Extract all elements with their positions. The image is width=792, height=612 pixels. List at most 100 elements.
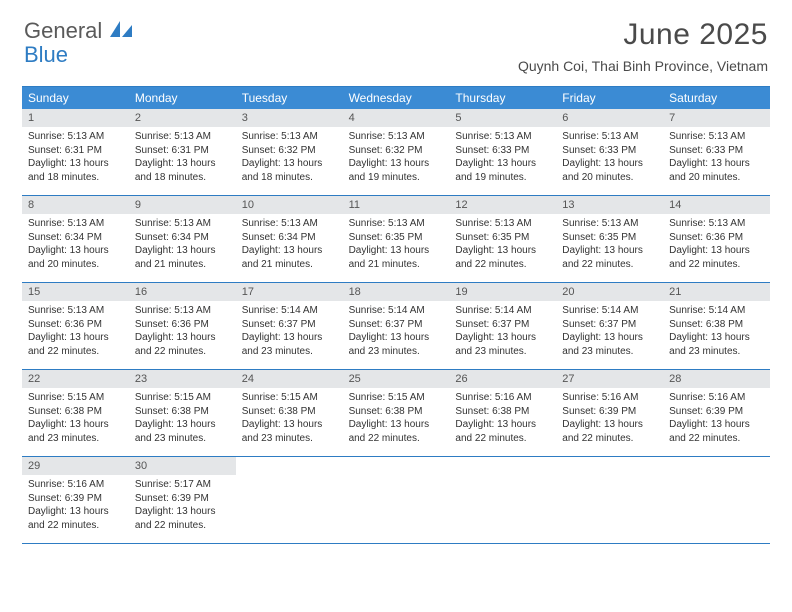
day-cell: 12Sunrise: 5:13 AMSunset: 6:35 PMDayligh… — [449, 196, 556, 282]
day-cell: 2Sunrise: 5:13 AMSunset: 6:31 PMDaylight… — [129, 109, 236, 195]
day-number: 23 — [129, 370, 236, 388]
logo-text-general: General — [24, 18, 102, 44]
day-sunset: Sunset: 6:39 PM — [669, 405, 764, 419]
logo: General — [24, 18, 136, 44]
day-daylight2: and 20 minutes. — [669, 171, 764, 185]
day-daylight2: and 20 minutes. — [562, 171, 657, 185]
day-sunset: Sunset: 6:32 PM — [349, 144, 444, 158]
day-sunset: Sunset: 6:35 PM — [349, 231, 444, 245]
day-cell: 9Sunrise: 5:13 AMSunset: 6:34 PMDaylight… — [129, 196, 236, 282]
calendar: Sunday Monday Tuesday Wednesday Thursday… — [22, 86, 770, 544]
day-daylight2: and 23 minutes. — [562, 345, 657, 359]
week-row: 22Sunrise: 5:15 AMSunset: 6:38 PMDayligh… — [22, 370, 770, 457]
day-sunrise: Sunrise: 5:15 AM — [349, 391, 444, 405]
day-cell: 16Sunrise: 5:13 AMSunset: 6:36 PMDayligh… — [129, 283, 236, 369]
day-cell: 11Sunrise: 5:13 AMSunset: 6:35 PMDayligh… — [343, 196, 450, 282]
day-sunrise: Sunrise: 5:15 AM — [28, 391, 123, 405]
day-sunrise: Sunrise: 5:13 AM — [242, 130, 337, 144]
day-sunset: Sunset: 6:37 PM — [349, 318, 444, 332]
day-number: 8 — [22, 196, 129, 214]
day-body: Sunrise: 5:16 AMSunset: 6:38 PMDaylight:… — [449, 388, 556, 449]
day-sunrise: Sunrise: 5:13 AM — [669, 217, 764, 231]
day-body: Sunrise: 5:13 AMSunset: 6:35 PMDaylight:… — [343, 214, 450, 275]
day-cell: 28Sunrise: 5:16 AMSunset: 6:39 PMDayligh… — [663, 370, 770, 456]
day-cell: 18Sunrise: 5:14 AMSunset: 6:37 PMDayligh… — [343, 283, 450, 369]
day-daylight1: Daylight: 13 hours — [669, 418, 764, 432]
day-sunset: Sunset: 6:33 PM — [669, 144, 764, 158]
day-sunset: Sunset: 6:35 PM — [455, 231, 550, 245]
day-daylight1: Daylight: 13 hours — [455, 157, 550, 171]
day-cell: 3Sunrise: 5:13 AMSunset: 6:32 PMDaylight… — [236, 109, 343, 195]
day-sunset: Sunset: 6:38 PM — [455, 405, 550, 419]
day-daylight1: Daylight: 13 hours — [562, 157, 657, 171]
day-daylight1: Daylight: 13 hours — [135, 157, 230, 171]
day-daylight2: and 22 minutes. — [669, 258, 764, 272]
day-header-monday: Monday — [129, 87, 236, 109]
day-number: 24 — [236, 370, 343, 388]
day-cell: 15Sunrise: 5:13 AMSunset: 6:36 PMDayligh… — [22, 283, 129, 369]
day-sunrise: Sunrise: 5:13 AM — [562, 217, 657, 231]
day-number: 15 — [22, 283, 129, 301]
day-cell: 24Sunrise: 5:15 AMSunset: 6:38 PMDayligh… — [236, 370, 343, 456]
day-daylight2: and 19 minutes. — [349, 171, 444, 185]
day-daylight2: and 22 minutes. — [455, 258, 550, 272]
day-sunset: Sunset: 6:38 PM — [28, 405, 123, 419]
day-sunrise: Sunrise: 5:13 AM — [349, 217, 444, 231]
month-title: June 2025 — [518, 18, 768, 52]
day-sunset: Sunset: 6:31 PM — [28, 144, 123, 158]
day-daylight2: and 22 minutes. — [669, 432, 764, 446]
day-daylight1: Daylight: 13 hours — [28, 157, 123, 171]
day-sunrise: Sunrise: 5:15 AM — [242, 391, 337, 405]
day-sunrise: Sunrise: 5:14 AM — [242, 304, 337, 318]
day-body: Sunrise: 5:14 AMSunset: 6:37 PMDaylight:… — [343, 301, 450, 362]
day-sunrise: Sunrise: 5:13 AM — [455, 130, 550, 144]
day-daylight2: and 22 minutes. — [28, 345, 123, 359]
day-cell — [343, 457, 450, 543]
day-sunrise: Sunrise: 5:13 AM — [669, 130, 764, 144]
day-daylight2: and 23 minutes. — [242, 432, 337, 446]
week-row: 15Sunrise: 5:13 AMSunset: 6:36 PMDayligh… — [22, 283, 770, 370]
day-number: 18 — [343, 283, 450, 301]
day-number: 7 — [663, 109, 770, 127]
day-cell: 23Sunrise: 5:15 AMSunset: 6:38 PMDayligh… — [129, 370, 236, 456]
day-daylight1: Daylight: 13 hours — [349, 418, 444, 432]
day-sunrise: Sunrise: 5:13 AM — [28, 304, 123, 318]
day-body: Sunrise: 5:13 AMSunset: 6:34 PMDaylight:… — [236, 214, 343, 275]
day-daylight2: and 22 minutes. — [349, 432, 444, 446]
day-cell: 7Sunrise: 5:13 AMSunset: 6:33 PMDaylight… — [663, 109, 770, 195]
day-body: Sunrise: 5:16 AMSunset: 6:39 PMDaylight:… — [22, 475, 129, 536]
day-daylight1: Daylight: 13 hours — [349, 157, 444, 171]
day-header-friday: Friday — [556, 87, 663, 109]
day-number: 11 — [343, 196, 450, 214]
week-row: 1Sunrise: 5:13 AMSunset: 6:31 PMDaylight… — [22, 109, 770, 196]
day-sunrise: Sunrise: 5:14 AM — [455, 304, 550, 318]
day-header-saturday: Saturday — [663, 87, 770, 109]
day-number: 20 — [556, 283, 663, 301]
day-number: 6 — [556, 109, 663, 127]
day-daylight1: Daylight: 13 hours — [242, 244, 337, 258]
day-sunset: Sunset: 6:36 PM — [669, 231, 764, 245]
day-cell: 8 Sunrise: 5:13 AMSunset: 6:34 PMDaylight… — [22, 196, 129, 282]
day-sunrise: Sunrise: 5:14 AM — [562, 304, 657, 318]
day-daylight1: Daylight: 13 hours — [349, 244, 444, 258]
day-sunset: Sunset: 6:37 PM — [455, 318, 550, 332]
logo-text-blue: Blue — [24, 42, 68, 67]
day-daylight1: Daylight: 13 hours — [135, 505, 230, 519]
day-sunrise: Sunrise: 5:13 AM — [28, 217, 123, 231]
day-body: Sunrise: 5:13 AMSunset: 6:32 PMDaylight:… — [343, 127, 450, 188]
day-body: Sunrise: 5:16 AMSunset: 6:39 PMDaylight:… — [663, 388, 770, 449]
day-daylight2: and 23 minutes. — [349, 345, 444, 359]
day-sunset: Sunset: 6:39 PM — [28, 492, 123, 506]
logo-sail-icon — [108, 19, 134, 44]
day-daylight2: and 22 minutes. — [135, 345, 230, 359]
header: General June 2025 Quynh Coi, Thai Binh P… — [0, 0, 792, 82]
day-sunset: Sunset: 6:34 PM — [242, 231, 337, 245]
day-sunset: Sunset: 6:34 PM — [28, 231, 123, 245]
day-daylight1: Daylight: 13 hours — [135, 418, 230, 432]
day-body: Sunrise: 5:14 AMSunset: 6:38 PMDaylight:… — [663, 301, 770, 362]
day-daylight2: and 19 minutes. — [455, 171, 550, 185]
day-daylight2: and 18 minutes. — [242, 171, 337, 185]
day-daylight1: Daylight: 13 hours — [28, 244, 123, 258]
day-sunrise: Sunrise: 5:13 AM — [562, 130, 657, 144]
day-cell — [236, 457, 343, 543]
